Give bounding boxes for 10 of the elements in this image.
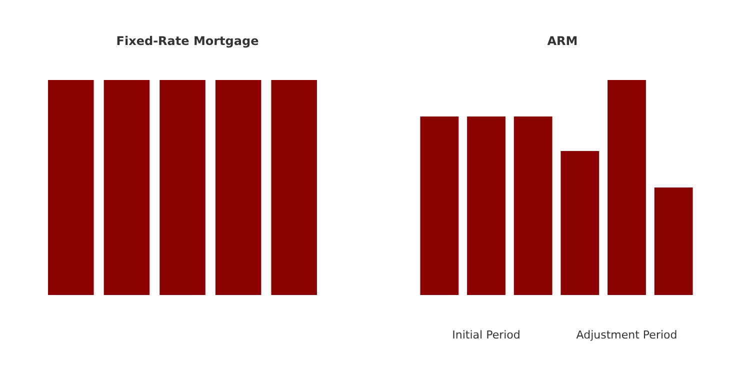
bar (514, 116, 552, 295)
bar (560, 150, 600, 295)
bar (467, 116, 506, 295)
text: Initial Period (452, 328, 520, 342)
chart-title: Fixed-Rate Mortgage (116, 34, 259, 48)
bar (654, 188, 693, 295)
text: Adjustment Period (576, 328, 678, 342)
bar (608, 80, 646, 295)
chart-title: ARM (547, 34, 578, 48)
bar (420, 116, 459, 295)
